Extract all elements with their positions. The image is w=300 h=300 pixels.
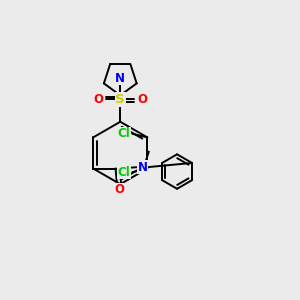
Text: O: O [114, 184, 124, 196]
Text: N: N [138, 160, 148, 174]
Text: Cl: Cl [118, 127, 130, 140]
Text: Cl: Cl [118, 166, 130, 178]
Text: O: O [93, 93, 103, 106]
Text: O: O [138, 93, 148, 106]
Text: S: S [116, 93, 125, 106]
Text: N: N [115, 72, 125, 85]
